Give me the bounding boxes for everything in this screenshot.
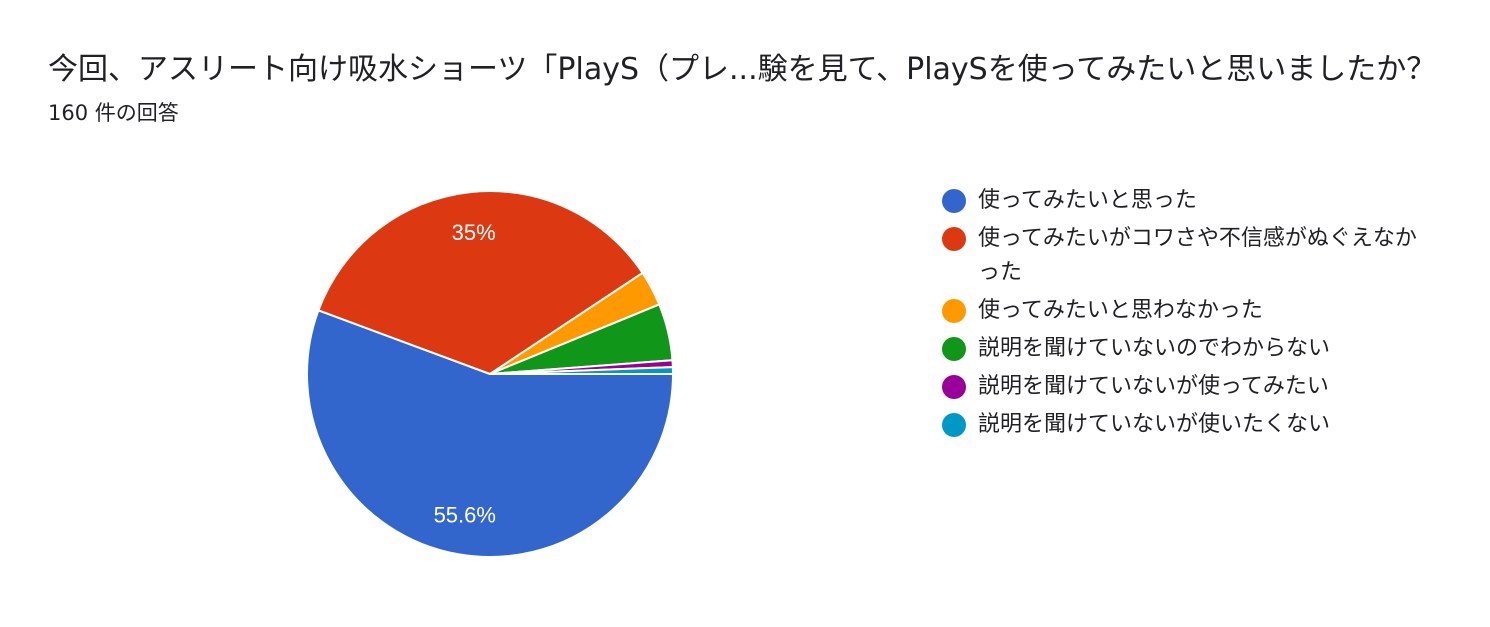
- legend-label: 使ってみたいと思った: [978, 188, 1197, 213]
- legend-item-1: 使ってみたいがコワさや不信感がぬぐえなかった: [942, 222, 1442, 290]
- legend-item-0: 使ってみたいと思った: [942, 184, 1442, 218]
- response-count: 160 件の回答: [48, 101, 179, 125]
- chart-title: 今回、アスリート向け吸水ショーツ「PlayS（プレ...験を見て、PlaySを使…: [48, 52, 1437, 87]
- legend-label: 説明を聞けていないが使ってみたい: [978, 374, 1329, 399]
- legend-item-2: 使ってみたいと思わなかった: [942, 294, 1442, 328]
- legend-swatch: [942, 227, 966, 251]
- legend-item-5: 説明を聞けていないが使いたくない: [942, 408, 1442, 442]
- pie-slice-5: [489, 366, 675, 375]
- pie-slice-0: [306, 309, 675, 558]
- legend-swatch: [942, 337, 966, 361]
- legend-swatch: [942, 299, 966, 323]
- slice-label-1: 35%: [452, 220, 496, 245]
- legend-label: 使ってみたいがコワさや不信感がぬぐえなかった: [978, 226, 1417, 285]
- pie-slice-1: [317, 190, 644, 376]
- legend-swatch: [942, 375, 966, 399]
- legend-swatch: [942, 189, 966, 213]
- legend-label: 説明を聞けていないのでわからない: [978, 336, 1331, 361]
- legend-label: 説明を聞けていないが使いたくない: [978, 412, 1331, 437]
- legend-item-4: 説明を聞けていないが使ってみたい: [942, 370, 1442, 404]
- chart-legend: 使ってみたいと思った使ってみたいがコワさや不信感がぬぐえなかった使ってみたいと思…: [942, 184, 1442, 446]
- legend-label: 使ってみたいと思わなかった: [978, 298, 1263, 323]
- legend-swatch: [942, 413, 966, 437]
- slice-label-0: 55.6%: [434, 502, 496, 527]
- legend-item-3: 説明を聞けていないのでわからない: [942, 332, 1442, 366]
